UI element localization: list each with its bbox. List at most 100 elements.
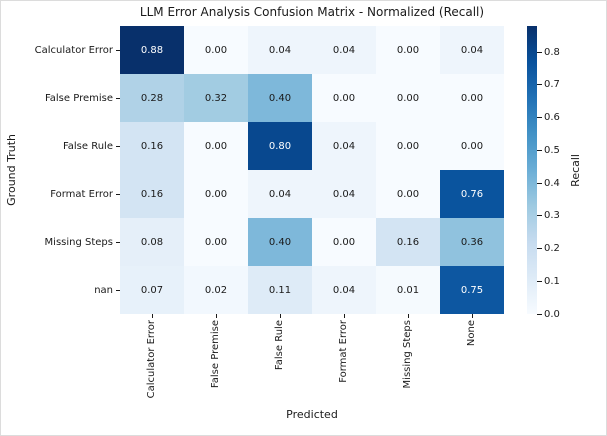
x-tick: False Premise	[184, 314, 248, 398]
colorbar-tick: 0.5	[537, 144, 560, 156]
x-axis-label: Predicted	[286, 408, 338, 421]
heatmap-cell: 0.32	[184, 74, 248, 122]
heatmap-cell: 0.80	[248, 122, 312, 170]
y-tick: False Rule	[1, 122, 120, 170]
y-tick-label: nan	[94, 284, 113, 296]
x-tick-mark	[471, 314, 473, 318]
y-tick-label: Format Error	[50, 188, 113, 200]
heatmap-cell: 0.28	[120, 74, 184, 122]
x-tick-label: Missing Steps	[402, 320, 413, 389]
x-tick-label: False Premise	[210, 320, 221, 389]
heatmap-cell: 0.04	[312, 26, 376, 74]
y-tick-mark	[116, 289, 120, 291]
heatmap-cell: 0.36	[440, 218, 504, 266]
colorbar-tick-label: 0.1	[544, 275, 560, 287]
x-tick-mark	[151, 314, 153, 318]
y-tick-mark	[116, 145, 120, 147]
x-tick: Format Error	[312, 314, 376, 398]
colorbar-tick-label: 0.2	[544, 243, 560, 255]
heatmap-cell: 0.00	[376, 26, 440, 74]
colorbar-tick-mark	[537, 149, 542, 151]
colorbar-tick-mark	[537, 117, 542, 119]
heatmap-cell: 0.00	[184, 170, 248, 218]
colorbar-tick-mark	[537, 248, 542, 250]
colorbar-tick-label: 0.0	[544, 308, 560, 320]
colorbar-tick: 0.2	[537, 243, 560, 255]
heatmap-cell: 0.00	[312, 74, 376, 122]
y-tick: Format Error	[1, 170, 120, 218]
y-tick: nan	[1, 266, 120, 314]
heatmap-grid: 0.88 0.00 0.04 0.04 0.00 0.04 0.28 0.32 0.40 0.00…	[120, 26, 504, 314]
heatmap-cell: 0.04	[312, 170, 376, 218]
colorbar-tick-mark	[537, 313, 542, 315]
x-tick: None	[440, 314, 504, 398]
x-tick-mark	[215, 314, 217, 318]
heatmap-cell: 0.04	[248, 170, 312, 218]
heatmap-cell: 0.00	[184, 26, 248, 74]
heatmap-cell: 0.08	[120, 218, 184, 266]
heatmap-cell: 0.04	[312, 266, 376, 314]
y-tick: Calculator Error	[1, 26, 120, 74]
colorbar-tick-mark	[537, 182, 542, 184]
colorbar-tick: 0.4	[537, 177, 560, 189]
y-tick-mark	[116, 193, 120, 195]
heatmap-cell: 0.04	[312, 122, 376, 170]
heatmap-cell: 0.00	[376, 122, 440, 170]
colorbar-tick: 0.3	[537, 210, 560, 222]
colorbar-tick: 0.7	[537, 79, 560, 91]
heatmap-cell: 0.00	[184, 122, 248, 170]
heatmap-cell: 0.07	[120, 266, 184, 314]
colorbar-tick: 0.0	[537, 308, 560, 320]
heatmap-cell: 0.16	[376, 218, 440, 266]
colorbar-label: Recall	[568, 153, 582, 187]
colorbar-tick-mark	[537, 280, 542, 282]
x-tick-mark	[279, 314, 281, 318]
heatmap-cell: 0.00	[440, 122, 504, 170]
heatmap-cell: 0.40	[248, 218, 312, 266]
x-tick-mark	[407, 314, 409, 318]
colorbar-tick-label: 0.3	[544, 210, 560, 222]
y-tick-mark	[116, 49, 120, 51]
heatmap-cell: 0.00	[376, 74, 440, 122]
y-tick-labels: Calculator Error False Premise False Rule F…	[1, 26, 120, 314]
y-tick-mark	[116, 97, 120, 99]
y-tick: Missing Steps	[1, 218, 120, 266]
colorbar-tick-label: 0.7	[544, 79, 560, 91]
x-tick-labels: Calculator Error False Premise False Rule F…	[120, 314, 504, 398]
heatmap-cell: 0.76	[440, 170, 504, 218]
colorbar-tick-label: 0.8	[544, 46, 560, 58]
colorbar-tick: 0.8	[537, 46, 560, 58]
y-tick-mark	[116, 241, 120, 243]
x-tick: Missing Steps	[376, 314, 440, 398]
y-tick-label: False Rule	[62, 140, 113, 152]
y-tick-label: False Premise	[44, 92, 113, 104]
colorbar-tick: 0.6	[537, 112, 560, 124]
heatmap-cell: 0.75	[440, 266, 504, 314]
heatmap-cell: 0.00	[312, 218, 376, 266]
heatmap-cell: 0.02	[184, 266, 248, 314]
heatmap-cell: 0.00	[376, 170, 440, 218]
y-tick: False Premise	[1, 74, 120, 122]
chart-title: LLM Error Analysis Confusion Matrix - No…	[139, 5, 485, 19]
colorbar-tick-label: 0.6	[544, 112, 560, 124]
heatmap-cell: 0.00	[440, 74, 504, 122]
colorbar-tick-mark	[537, 84, 542, 86]
x-tick-mark	[343, 314, 345, 318]
colorbar-tick-mark	[537, 51, 542, 53]
y-tick-label: Calculator Error	[34, 44, 113, 56]
heatmap-cell: 0.16	[120, 122, 184, 170]
x-tick-label: None	[466, 320, 477, 347]
heatmap-cell: 0.88	[120, 26, 184, 74]
x-tick-label: Calculator Error	[146, 320, 157, 399]
colorbar-tick-label: 0.4	[544, 177, 560, 189]
x-tick-label: Format Error	[338, 320, 349, 383]
heatmap-cell: 0.40	[248, 74, 312, 122]
colorbar-tick-label: 0.5	[544, 144, 560, 156]
heatmap-cell: 0.01	[376, 266, 440, 314]
heatmap-cell: 0.00	[184, 218, 248, 266]
colorbar-tick: 0.1	[537, 275, 560, 287]
y-tick-label: Missing Steps	[44, 236, 113, 248]
heatmap-cell: 0.04	[440, 26, 504, 74]
colorbar: 0.0 0.1 0.2 0.3 0.4 0.5 0.6 0.7 0.8	[527, 26, 560, 320]
